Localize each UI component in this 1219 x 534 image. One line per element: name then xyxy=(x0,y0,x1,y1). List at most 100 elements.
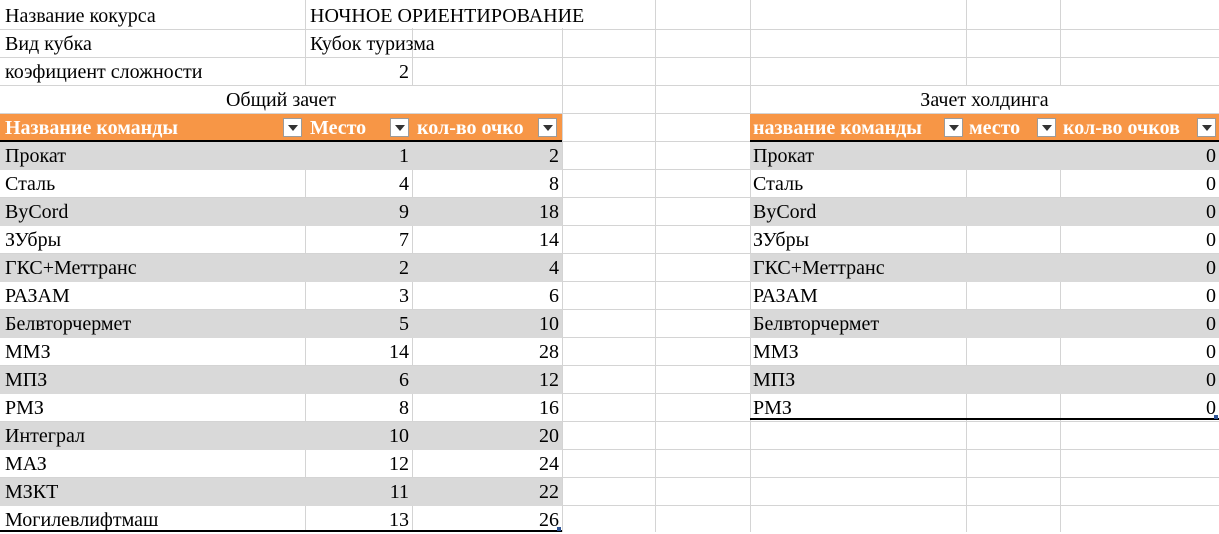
coefficient-value[interactable]: 2 xyxy=(399,61,409,83)
overall-bottom-rule xyxy=(0,530,562,532)
holding-cell-team[interactable]: ЗУбры xyxy=(753,229,810,251)
holding-cell-team[interactable]: РМЗ xyxy=(753,397,792,419)
overall-cell-points[interactable]: 22 xyxy=(539,481,559,503)
overall-title[interactable]: Общий зачет xyxy=(225,89,337,111)
filter-dropdown-icon[interactable] xyxy=(1197,118,1216,137)
holding-cell-team[interactable]: ГКС+Меттранс xyxy=(753,257,885,279)
holding-cell-place[interactable] xyxy=(966,198,1060,226)
holding-row-band xyxy=(750,198,1219,226)
filter-dropdown-icon[interactable] xyxy=(390,118,409,137)
overall-cell-place[interactable]: 7 xyxy=(399,229,409,251)
overall-cell-place[interactable]: 10 xyxy=(389,425,409,447)
holding-cell-place[interactable] xyxy=(966,170,1060,198)
overall-cell-points[interactable]: 10 xyxy=(539,313,559,335)
coefficient-label[interactable]: коэфициент сложности xyxy=(5,61,203,83)
overall-cell-place[interactable]: 4 xyxy=(399,173,409,195)
overall-cell-team[interactable]: Белвторчермет xyxy=(5,313,132,335)
overall-cell-points[interactable]: 6 xyxy=(549,285,559,307)
filter-dropdown-icon[interactable] xyxy=(1037,118,1056,137)
overall-cell-team[interactable]: ГКС+Меттранс xyxy=(5,257,137,279)
holding-header-team[interactable]: название команды xyxy=(753,117,922,139)
overall-cell-points[interactable]: 14 xyxy=(539,229,559,251)
overall-cell-team[interactable]: Сталь xyxy=(5,173,56,195)
overall-cell-points[interactable]: 16 xyxy=(539,397,559,419)
gridline xyxy=(0,57,1219,58)
gridline xyxy=(0,505,1219,506)
holding-title[interactable]: Зачет холдинга xyxy=(920,89,1049,111)
table-resize-handle-icon[interactable] xyxy=(1214,415,1218,419)
overall-cell-points[interactable]: 12 xyxy=(539,369,559,391)
holding-cell-place[interactable] xyxy=(966,282,1060,310)
cup-value[interactable]: Кубок туризма xyxy=(310,33,435,55)
contest-value[interactable]: НОЧНОЕ ОРИЕНТИРОВАНИЕ xyxy=(310,5,585,27)
holding-cell-place[interactable] xyxy=(966,366,1060,394)
overall-cell-place[interactable]: 14 xyxy=(389,341,409,363)
overall-cell-place[interactable]: 8 xyxy=(399,397,409,419)
overall-cell-team[interactable]: ЗУбры xyxy=(5,229,62,251)
contest-label[interactable]: Название кокурса xyxy=(5,5,156,27)
overall-cell-place[interactable]: 1 xyxy=(399,145,409,167)
overall-cell-team[interactable]: Могилевлифтмаш xyxy=(5,509,159,531)
overall-cell-place[interactable]: 11 xyxy=(389,481,409,503)
overall-cell-place[interactable]: 2 xyxy=(399,257,409,279)
overall-cell-team[interactable]: Прокат xyxy=(5,145,66,167)
filter-dropdown-icon[interactable] xyxy=(538,118,557,137)
filter-dropdown-icon[interactable] xyxy=(944,118,963,137)
overall-cell-team[interactable]: МАЗ xyxy=(5,453,47,475)
overall-header-place[interactable]: Место xyxy=(310,117,367,139)
overall-cell-points[interactable]: 18 xyxy=(539,201,559,223)
holding-cell-place[interactable] xyxy=(966,142,1060,170)
overall-cell-place[interactable]: 13 xyxy=(389,509,409,531)
table-resize-handle-icon[interactable] xyxy=(557,527,561,531)
holding-header-points[interactable]: кол-во очков xyxy=(1063,117,1180,139)
holding-header-place[interactable]: место xyxy=(969,117,1021,139)
gridline xyxy=(0,141,1219,142)
holding-cell-team[interactable]: МПЗ xyxy=(753,369,796,391)
overall-cell-place[interactable]: 9 xyxy=(399,201,409,223)
overall-cell-points[interactable]: 26 xyxy=(539,509,559,531)
holding-cell-points[interactable]: 0 xyxy=(1206,257,1216,279)
overall-header-points[interactable]: кол-во очко xyxy=(417,117,524,139)
overall-cell-team[interactable]: МЗКТ xyxy=(5,481,59,503)
holding-cell-place[interactable] xyxy=(966,338,1060,366)
holding-cell-team[interactable]: Прокат xyxy=(753,145,814,167)
holding-cell-points[interactable]: 0 xyxy=(1206,397,1216,419)
filter-dropdown-icon[interactable] xyxy=(283,118,302,137)
holding-cell-team[interactable]: РАЗАМ xyxy=(753,285,818,307)
overall-cell-place[interactable]: 12 xyxy=(389,453,409,475)
holding-cell-points[interactable]: 0 xyxy=(1206,173,1216,195)
holding-cell-points[interactable]: 0 xyxy=(1206,285,1216,307)
overall-cell-points[interactable]: 24 xyxy=(539,453,559,475)
overall-cell-points[interactable]: 8 xyxy=(549,173,559,195)
cup-label[interactable]: Вид кубка xyxy=(5,33,92,55)
holding-cell-team[interactable]: Белвторчермет xyxy=(753,313,880,335)
overall-cell-team[interactable]: ByCord xyxy=(5,201,69,223)
overall-row-band xyxy=(0,142,562,170)
overall-cell-points[interactable]: 2 xyxy=(549,145,559,167)
overall-cell-team[interactable]: РМЗ xyxy=(5,397,44,419)
overall-cell-place[interactable]: 3 xyxy=(399,285,409,307)
holding-cell-points[interactable]: 0 xyxy=(1206,229,1216,251)
overall-cell-place[interactable]: 6 xyxy=(399,369,409,391)
holding-cell-points[interactable]: 0 xyxy=(1206,313,1216,335)
holding-cell-team[interactable]: ММЗ xyxy=(753,341,799,363)
overall-cell-place[interactable]: 5 xyxy=(399,313,409,335)
holding-cell-team[interactable]: ByCord xyxy=(753,201,817,223)
holding-cell-points[interactable]: 0 xyxy=(1206,145,1216,167)
holding-cell-points[interactable]: 0 xyxy=(1206,341,1216,363)
overall-cell-team[interactable]: МПЗ xyxy=(5,369,48,391)
overall-header-rule xyxy=(0,140,562,142)
overall-cell-team[interactable]: РАЗАМ xyxy=(5,285,70,307)
holding-cell-points[interactable]: 0 xyxy=(1206,201,1216,223)
overall-cell-points[interactable]: 20 xyxy=(539,425,559,447)
holding-cell-points[interactable]: 0 xyxy=(1206,369,1216,391)
holding-cell-place[interactable] xyxy=(966,226,1060,254)
overall-cell-points[interactable]: 4 xyxy=(549,257,559,279)
holding-cell-place[interactable] xyxy=(966,310,1060,338)
holding-cell-place[interactable] xyxy=(966,254,1060,282)
overall-cell-team[interactable]: Интеграл xyxy=(5,425,85,447)
overall-cell-points[interactable]: 28 xyxy=(539,341,559,363)
holding-cell-team[interactable]: Сталь xyxy=(753,173,804,195)
overall-header-team[interactable]: Название команды xyxy=(5,117,178,139)
overall-cell-team[interactable]: ММЗ xyxy=(5,341,51,363)
